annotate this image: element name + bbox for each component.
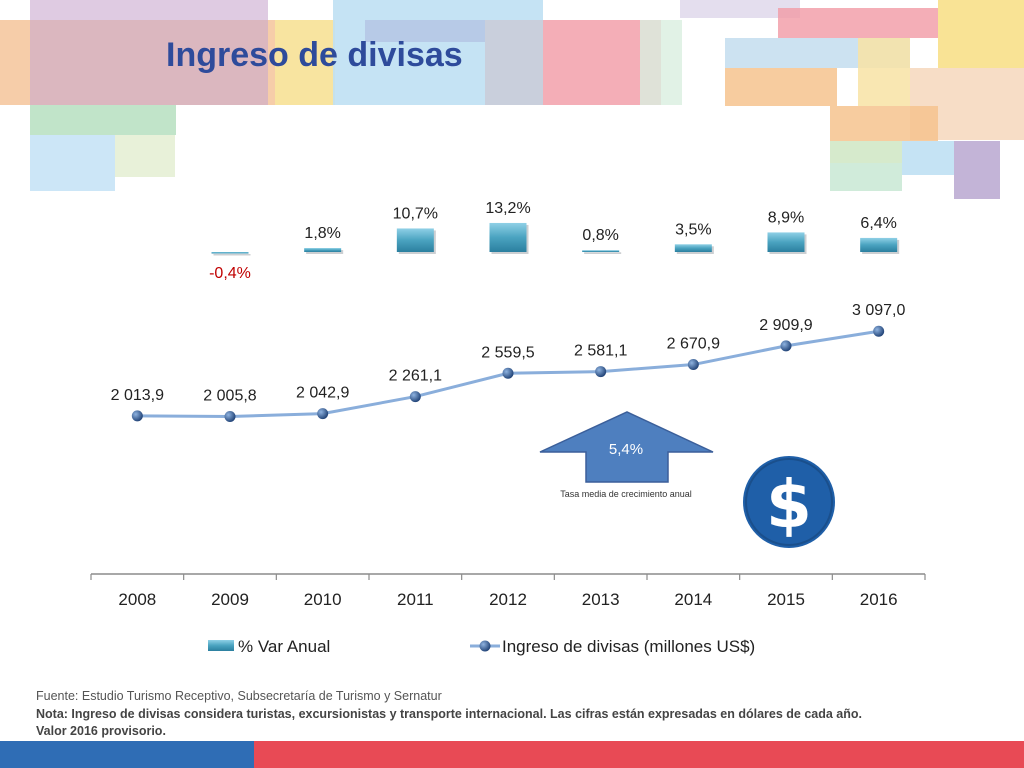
cagr-arrow: 5,4%	[539, 411, 714, 483]
line-point-2010	[317, 408, 329, 420]
x-tick-label-2016: 2016	[860, 590, 898, 609]
page-title: Ingreso de divisas	[166, 36, 463, 74]
bar-shadow	[306, 250, 344, 254]
line-label-2016: 3 097,0	[852, 302, 905, 319]
svg-text:$: $	[766, 466, 812, 543]
x-tick-label-2012: 2012	[489, 590, 527, 609]
footer-source: Fuente: Estudio Turismo Receptivo, Subse…	[36, 689, 442, 703]
line-label-2009: 2 005,8	[203, 388, 256, 405]
bar-shadow	[584, 252, 622, 254]
line-point-2009	[224, 411, 236, 423]
line-point-2012	[502, 367, 514, 379]
bottom-bar-red	[254, 741, 1024, 768]
legend-label-line: Ingreso de divisas (millones US$)	[502, 637, 755, 656]
x-tick-label-2009: 2009	[211, 590, 249, 609]
bottom-bar-blue	[0, 741, 254, 768]
bar-label-2015: 8,9%	[768, 209, 804, 226]
bar-2015	[767, 232, 805, 252]
line-point-2013	[595, 366, 607, 378]
line-label-2014: 2 670,9	[667, 336, 720, 353]
bar-label-2010: 1,8%	[304, 225, 340, 242]
bar-2012	[489, 222, 527, 252]
bar-shadow	[213, 254, 251, 256]
bar-2010	[304, 248, 342, 252]
bar-2016	[860, 237, 898, 252]
x-tick-label-2008: 2008	[118, 590, 156, 609]
footer-provisional: Valor 2016 provisorio.	[36, 724, 166, 738]
x-tick-label-2010: 2010	[304, 590, 342, 609]
x-tick-label-2011: 2011	[397, 590, 434, 609]
line-point-2014	[687, 359, 699, 371]
bar-2009	[211, 252, 249, 254]
bar-label-2013: 0,8%	[582, 227, 618, 244]
cagr-label: Tasa media de crecimiento anual	[560, 489, 692, 499]
x-tick-label-2015: 2015	[767, 590, 805, 609]
bar-label-2012: 13,2%	[485, 200, 530, 217]
bar-label-2009: -0,4%	[209, 265, 251, 282]
line-label-2008: 2 013,9	[111, 387, 164, 404]
line-label-2010: 2 042,9	[296, 385, 349, 402]
line-point-2016	[873, 325, 885, 337]
line-point-2008	[131, 410, 143, 422]
bar-label-2011: 10,7%	[393, 205, 438, 222]
legend-marker-line	[479, 640, 491, 652]
line-point-2011	[409, 391, 421, 403]
x-tick-label-2014: 2014	[674, 590, 712, 609]
bar-label-2016: 6,4%	[860, 215, 896, 232]
x-tick-label-2013: 2013	[582, 590, 620, 609]
cagr-value: 5,4%	[609, 441, 643, 458]
bar-2013	[582, 250, 620, 252]
line-point-2015	[780, 340, 792, 352]
line-label-2011: 2 261,1	[389, 368, 442, 385]
line-label-2015: 2 909,9	[759, 317, 812, 334]
dollar-icon: $	[743, 456, 835, 548]
legend-swatch-bars	[208, 640, 234, 651]
footer-note: Nota: Ingreso de divisas considera turis…	[36, 707, 863, 721]
line-label-2012: 2 559,5	[481, 344, 534, 361]
bar-2014	[674, 244, 712, 252]
bar-label-2014: 3,5%	[675, 221, 711, 238]
chart: -0,4% 1,8% 10,7% 13,2% 0,8% 3,5% 8,9% 6,4% 2 01…	[90, 200, 926, 656]
bar-2011	[396, 228, 434, 252]
line-label-2013: 2 581,1	[574, 343, 627, 360]
legend-label-bars: % Var Anual	[238, 637, 330, 656]
